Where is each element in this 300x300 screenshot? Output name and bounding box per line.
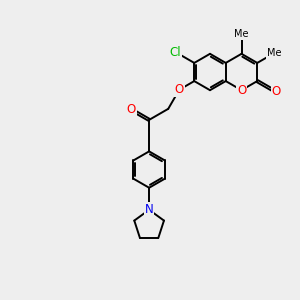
Text: O: O	[237, 84, 246, 97]
Text: Cl: Cl	[170, 46, 182, 59]
Text: O: O	[127, 103, 136, 116]
Text: O: O	[271, 85, 280, 98]
Text: N: N	[145, 203, 154, 216]
Text: Me: Me	[234, 29, 249, 39]
Text: O: O	[175, 83, 184, 96]
Text: Me: Me	[267, 48, 281, 58]
